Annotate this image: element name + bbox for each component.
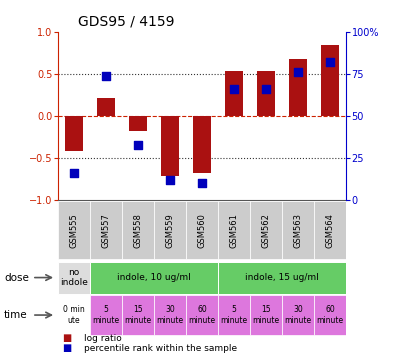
Point xyxy=(71,170,77,176)
Text: time: time xyxy=(4,310,28,320)
Bar xyxy=(186,201,218,260)
Bar xyxy=(321,45,339,116)
Text: log ratio: log ratio xyxy=(84,335,122,343)
Text: GSM561: GSM561 xyxy=(230,213,238,248)
Point xyxy=(263,86,269,92)
Bar xyxy=(186,295,218,335)
Bar xyxy=(218,201,250,260)
Bar xyxy=(122,201,154,260)
Bar xyxy=(257,71,275,116)
Bar xyxy=(218,262,346,293)
Point xyxy=(327,60,333,65)
Bar xyxy=(65,116,83,151)
Bar xyxy=(218,295,250,335)
Bar xyxy=(154,201,186,260)
Text: 5
minute: 5 minute xyxy=(92,305,120,325)
Point xyxy=(231,86,237,92)
Bar xyxy=(154,295,186,335)
Bar xyxy=(250,201,282,260)
Bar xyxy=(282,201,314,260)
Point xyxy=(135,142,141,147)
Bar xyxy=(90,201,122,260)
Text: 15
minute: 15 minute xyxy=(124,305,152,325)
Text: 30
minute: 30 minute xyxy=(284,305,312,325)
Bar xyxy=(250,295,282,335)
Text: 60
minute: 60 minute xyxy=(188,305,216,325)
Text: GSM564: GSM564 xyxy=(326,213,334,248)
Text: 0 min
ute: 0 min ute xyxy=(63,305,85,325)
Bar xyxy=(289,59,307,116)
Text: 60
minute: 60 minute xyxy=(316,305,344,325)
Point xyxy=(295,70,301,75)
Bar xyxy=(282,295,314,335)
Bar xyxy=(90,262,218,293)
Bar xyxy=(122,295,154,335)
Bar xyxy=(161,116,179,176)
Bar xyxy=(58,262,90,293)
Text: GSM558: GSM558 xyxy=(134,213,142,248)
Bar xyxy=(193,116,211,173)
Text: GSM559: GSM559 xyxy=(166,213,174,248)
Text: GSM560: GSM560 xyxy=(198,213,206,248)
Text: percentile rank within the sample: percentile rank within the sample xyxy=(84,344,237,353)
Text: GDS95 / 4159: GDS95 / 4159 xyxy=(78,15,174,29)
Bar xyxy=(225,71,243,116)
Bar xyxy=(97,97,115,116)
Bar xyxy=(90,295,122,335)
Bar xyxy=(314,295,346,335)
Text: 5
minute: 5 minute xyxy=(220,305,248,325)
Text: GSM555: GSM555 xyxy=(70,213,78,248)
Text: ■: ■ xyxy=(62,333,71,343)
Bar xyxy=(314,201,346,260)
Text: GSM557: GSM557 xyxy=(102,213,110,248)
Text: 15
minute: 15 minute xyxy=(252,305,280,325)
Point xyxy=(199,180,205,186)
Text: GSM562: GSM562 xyxy=(262,213,270,248)
Text: GSM563: GSM563 xyxy=(294,213,302,248)
Text: indole, 15 ug/ml: indole, 15 ug/ml xyxy=(245,273,319,282)
Bar xyxy=(129,116,147,131)
Text: 30
minute: 30 minute xyxy=(156,305,184,325)
Point xyxy=(167,177,173,183)
Text: no
indole: no indole xyxy=(60,268,88,287)
Text: dose: dose xyxy=(4,272,29,283)
Point xyxy=(103,73,109,79)
Text: indole, 10 ug/ml: indole, 10 ug/ml xyxy=(117,273,191,282)
Bar xyxy=(58,295,90,335)
Bar xyxy=(58,201,90,260)
Text: ■: ■ xyxy=(62,343,71,353)
